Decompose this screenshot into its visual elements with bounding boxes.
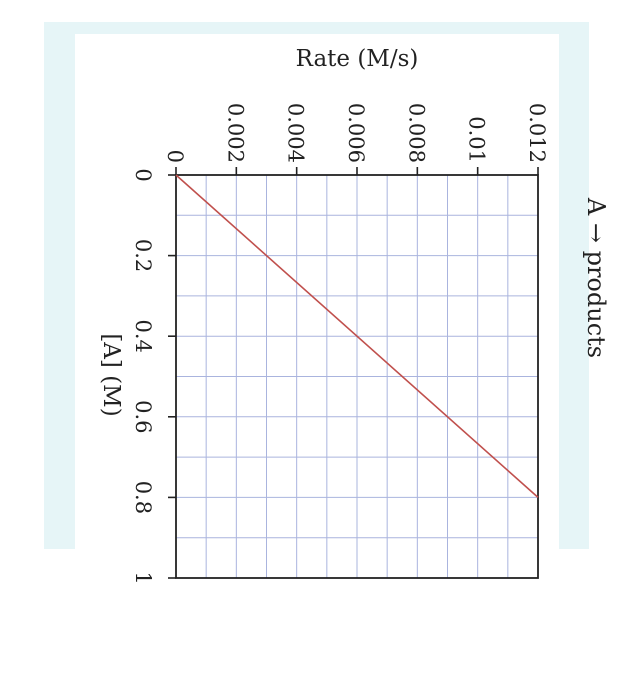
- y-tick-label: 0.012: [525, 103, 549, 163]
- series-layer: [175, 174, 539, 498]
- chart-title: A → products: [582, 197, 610, 358]
- x-tick-label: 0.2: [131, 239, 155, 272]
- series-line-0: [175, 174, 539, 498]
- y-tick-label: 0.004: [284, 103, 308, 163]
- axes: [168, 167, 539, 579]
- y-tick-label: 0.01: [465, 116, 489, 163]
- x-tick-label: 0.8: [131, 481, 155, 514]
- y-axis-label: Rate (M/s): [296, 46, 419, 72]
- grid: [176, 175, 538, 578]
- x-tick-label: 0.4: [131, 319, 155, 352]
- y-tick-label: 0: [163, 150, 187, 163]
- x-axis-label: [A] (M): [98, 333, 124, 416]
- x-tick-label: 1: [131, 571, 155, 584]
- y-tick-label: 0.002: [223, 103, 247, 163]
- y-tick-label: 0.006: [344, 103, 368, 163]
- tick-labels: 0 0.002 0.004 0.006 0.008 0.01 0.012 0 0.2 0.4 0.6…: [131, 103, 549, 585]
- plot-background: [75, 34, 559, 610]
- x-tick-label: 0.6: [131, 400, 155, 433]
- y-tick-label: 0.008: [404, 103, 428, 163]
- x-tick-label: 0: [131, 168, 155, 181]
